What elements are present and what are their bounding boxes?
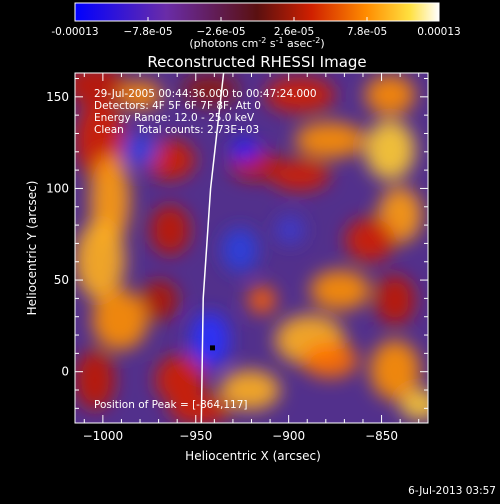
heatmap-intensity-region <box>170 395 230 423</box>
heatmap-intensity-region <box>155 355 205 405</box>
peak-position-label: Position of Peak = [-864,117] <box>94 399 248 411</box>
x-tick-label: −850 <box>365 429 398 443</box>
heatmap-intensity-region <box>190 312 230 368</box>
heatmap-intensity-region <box>220 370 280 410</box>
y-axis-label: Heliocentric Y (arcsec) <box>25 181 39 316</box>
heatmap-intensity-region <box>222 228 258 272</box>
annotation-detectors: Detectors: 4F 5F 6F 7F 8F, Att 0 <box>94 100 261 112</box>
heatmap-intensity-region <box>142 280 178 320</box>
heatmap-intensity-region <box>118 81 162 109</box>
heatmap-intensity-region <box>302 342 358 378</box>
annotation-time: 29-Jul-2005 00:44:36.000 to 00:47:24.000 <box>94 88 317 100</box>
x-tick-label: −950 <box>179 429 212 443</box>
heatmap-intensity-region <box>265 77 335 113</box>
peak-marker <box>209 345 215 351</box>
heatmap-intensity-region <box>122 134 158 166</box>
y-tick-label: 0 <box>61 365 69 379</box>
heatmap-intensity-region <box>375 275 415 325</box>
annotation-counts: Clean Total counts: 2.73E+03 <box>94 124 259 136</box>
heatmap-intensity-region <box>345 218 395 262</box>
y-tick-label: 50 <box>54 273 69 287</box>
annotation-energy: Energy Range: 12.0 - 25.0 keV <box>94 112 255 124</box>
heatmap-intensity-region <box>365 75 415 115</box>
heatmap-intensity-region <box>248 286 276 314</box>
heatmap-intensity-region <box>400 390 428 420</box>
colorbar-tick-label: −7.8e-05 <box>123 26 172 38</box>
heatmap-intensity-region <box>365 120 415 180</box>
heatmap-intensity-region <box>310 270 370 310</box>
x-tick-label: −1000 <box>83 429 124 443</box>
heatmap-intensity-region <box>270 159 330 191</box>
heatmap-intensity-region <box>92 290 148 350</box>
colorbar-tick-label: 7.8e-05 <box>347 26 387 38</box>
footer-timestamp: 6-Jul-2013 03:57 <box>408 485 496 497</box>
x-axis-ticks: −1000 −950 −900 −850 <box>83 73 420 443</box>
heatmap-intensity-region <box>150 205 190 255</box>
colorbar-tick-label: 2.6e-05 <box>274 26 314 38</box>
annotation-block: 29-Jul-2005 00:44:36.000 to 00:47:24.000… <box>94 88 317 136</box>
x-axis-label: Heliocentric X (arcsec) <box>185 449 321 463</box>
colorbar-tick-label: -0.00013 <box>51 26 98 38</box>
colorbar-tick-label: −2.6e-05 <box>196 26 245 38</box>
y-tick-label: 150 <box>46 90 69 104</box>
heatmap-intensity-region <box>182 74 238 106</box>
heatmap-intensity-region <box>370 340 420 400</box>
colorbar-units: (photons cm-2 s-1 asec-2) <box>189 36 324 50</box>
heatmap-intensity-region <box>276 216 304 244</box>
heatmap-area <box>75 73 428 423</box>
x-tick-label: −900 <box>272 429 305 443</box>
colorbar-tick-label: 0.00013 <box>417 26 460 38</box>
colorbar-ticks: -0.00013 −7.8e-05 −2.6e-05 2.6e-05 7.8e-05 0.… <box>51 17 461 38</box>
heatmap-intensity-region <box>75 350 115 410</box>
colorbar <box>74 2 440 22</box>
heatmap-intensity-region <box>75 220 125 300</box>
chart-title: Reconstructed RHESSI Image <box>147 53 366 71</box>
heatmap-intensity-region <box>75 73 125 105</box>
heatmap-intensity-region <box>231 138 259 162</box>
y-tick-label: 100 <box>46 181 69 195</box>
y-axis-ticks: 0 50 100 150 <box>46 77 428 409</box>
solar-limb-curve <box>200 73 225 423</box>
heatmap-intensity-region <box>295 122 365 158</box>
